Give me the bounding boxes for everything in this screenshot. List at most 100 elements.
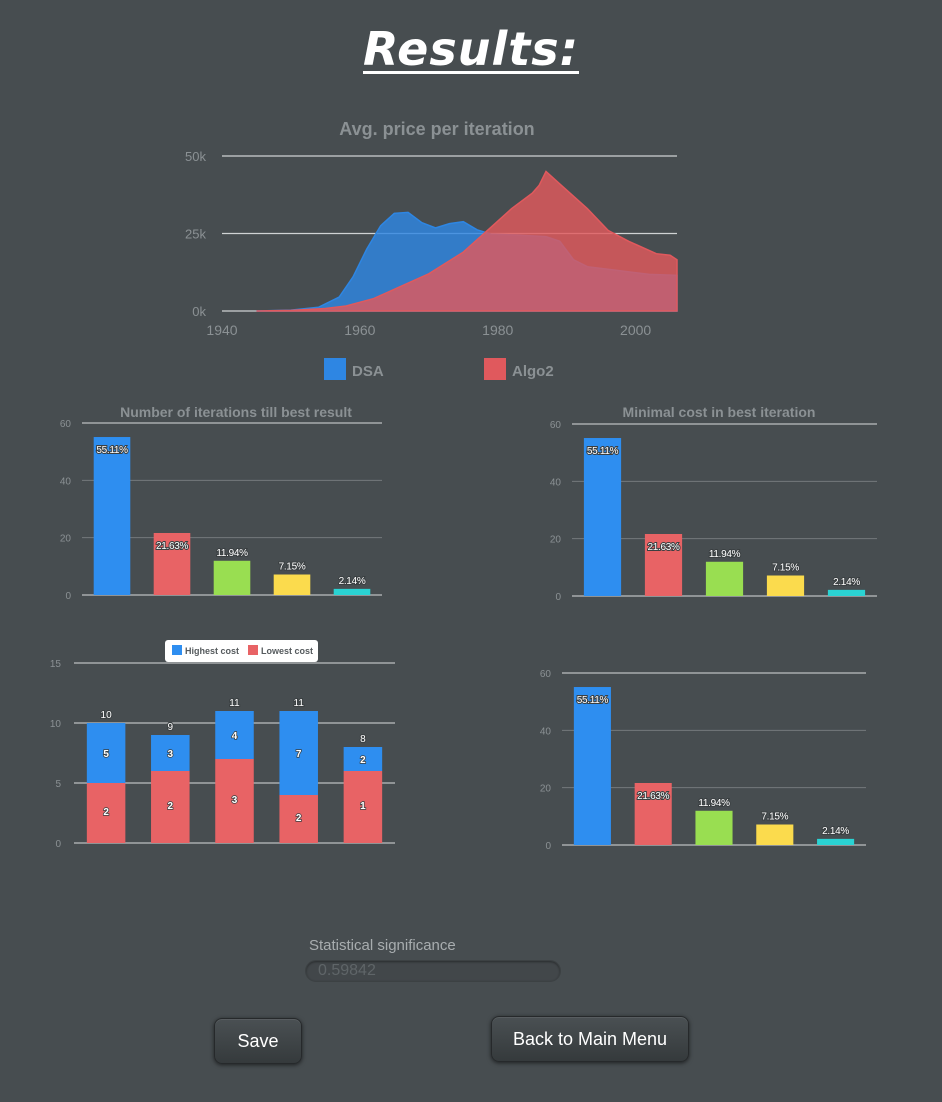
area-y-tick-label: 25k xyxy=(185,227,206,242)
bar-data-label: 2.14% xyxy=(822,826,849,837)
stack-legend-label: Lowest cost xyxy=(261,646,313,656)
bar xyxy=(817,838,855,845)
stack-segment-lowest xyxy=(151,771,190,843)
bar xyxy=(827,589,866,596)
stack-segment-highest xyxy=(215,711,254,759)
bar-data-label: 11.94% xyxy=(698,798,730,809)
bar-y-tick-label: 0 xyxy=(545,841,551,852)
stack-total-label: 11 xyxy=(229,698,240,709)
legend-label-dsa: DSA xyxy=(352,363,384,380)
area-chart: Avg. price per iteration 0k 25k 50k 1940 1960… xyxy=(185,119,678,380)
bar-y-tick-label: 0 xyxy=(555,592,561,603)
bar-y-tick-label: 20 xyxy=(60,534,72,545)
stack-segment-highest xyxy=(151,735,190,771)
stack-segment-label: 3 xyxy=(232,795,238,806)
bar-data-label: 55.11% xyxy=(587,446,619,457)
stack-segment-label: 2 xyxy=(296,813,302,824)
area-x-tick-label: 1980 xyxy=(482,322,513,338)
stack-total-label: 10 xyxy=(101,710,113,721)
legend-swatch-dsa xyxy=(324,358,346,380)
bar-chart-title: Number of iterations till best result xyxy=(120,404,352,420)
stack-y-tick-label: 10 xyxy=(50,719,62,730)
bar-y-tick-label: 40 xyxy=(60,476,72,487)
bar-y-tick-label: 40 xyxy=(550,477,562,488)
back-to-main-menu-button[interactable]: Back to Main Menu xyxy=(491,1016,689,1062)
stack-total-label: 11 xyxy=(294,698,305,709)
bar-data-label: 2.14% xyxy=(339,576,366,587)
bar-data-label: 7.15% xyxy=(772,563,799,574)
bar-chart-title: Minimal cost in best iteration xyxy=(623,404,816,420)
bar-y-tick-label: 20 xyxy=(540,784,552,795)
save-button[interactable]: Save xyxy=(214,1018,302,1064)
bar-y-tick-label: 40 xyxy=(540,726,552,737)
bar-y-tick-label: 0 xyxy=(65,591,71,602)
bar-y-tick-label: 60 xyxy=(540,669,552,680)
bar xyxy=(213,560,251,595)
stack-segment-label: 2 xyxy=(103,807,109,818)
stack-segment-label: 4 xyxy=(232,731,238,742)
stack-segment-label: 2 xyxy=(360,755,366,766)
page-title: Results: xyxy=(363,22,579,76)
stack-segment-lowest xyxy=(215,759,254,843)
legend-label-algo2: Algo2 xyxy=(512,363,554,380)
area-y-tick-label: 0k xyxy=(192,304,206,319)
stack-segment-lowest xyxy=(86,783,126,843)
bar xyxy=(634,782,672,845)
stack-segment-label: 7 xyxy=(296,749,302,760)
stack-y-tick-label: 0 xyxy=(55,839,61,850)
stack-segment-lowest xyxy=(279,795,318,843)
stack-legend-swatch xyxy=(172,645,182,655)
stack-y-tick-label: 15 xyxy=(50,659,62,670)
area-x-tick-label: 1960 xyxy=(344,322,375,338)
bar-data-label: 7.15% xyxy=(279,562,306,573)
stack-total-label: 9 xyxy=(168,722,174,733)
area-y-tick-label: 50k xyxy=(185,149,206,164)
stack-segment-label: 5 xyxy=(103,749,109,760)
iterations-bar-chart: Number of iterations till best result 0 20… xyxy=(60,404,382,602)
stack-segment-label: 3 xyxy=(168,749,174,760)
bar xyxy=(705,561,744,596)
area-x-tick-label: 1940 xyxy=(206,322,237,338)
stack-segment-lowest xyxy=(343,771,383,843)
bar xyxy=(153,532,191,595)
significance-label: Statistical significance xyxy=(309,937,456,954)
stack-total-label: 8 xyxy=(360,734,366,745)
bar xyxy=(583,438,622,596)
bar-data-label: 21.63% xyxy=(637,791,670,802)
bar-data-label: 11.94% xyxy=(709,549,741,560)
stack-legend-swatch xyxy=(248,645,258,655)
bar xyxy=(756,824,794,845)
bar xyxy=(695,810,733,845)
stack-segment-highest xyxy=(279,711,318,795)
bar-data-label: 21.63% xyxy=(156,541,189,552)
stack-y-tick-label: 5 xyxy=(55,779,61,790)
stack-legend-box xyxy=(165,640,318,662)
bar xyxy=(573,687,611,845)
stack-segment-highest xyxy=(343,747,383,771)
area-series-algo2 xyxy=(256,170,678,312)
bar-data-label: 55.11% xyxy=(96,445,128,456)
stack-segment-label: 1 xyxy=(360,801,366,812)
bar-y-tick-label: 20 xyxy=(550,535,562,546)
bar-data-label: 21.63% xyxy=(647,542,680,553)
bar-y-tick-label: 60 xyxy=(60,419,72,430)
third-bar-chart: 0 20 40 60 55.11% 21.63% 11.94% 7.15% 2.14% xyxy=(540,669,866,852)
bar-data-label: 2.14% xyxy=(833,577,860,588)
minimal-cost-bar-chart: Minimal cost in best iteration 0 20 40 60 55.… xyxy=(550,404,877,603)
bar-y-tick-label: 60 xyxy=(550,420,562,431)
bar xyxy=(333,588,371,595)
legend-swatch-algo2 xyxy=(484,358,506,380)
area-chart-title: Avg. price per iteration xyxy=(339,119,534,139)
bar xyxy=(93,437,131,595)
bar-data-label: 55.11% xyxy=(577,695,609,706)
stack-segment-highest xyxy=(86,723,126,783)
bar xyxy=(766,575,805,596)
stack-legend-label: Highest cost xyxy=(185,646,239,656)
area-x-tick-label: 2000 xyxy=(620,322,651,338)
bar-data-label: 11.94% xyxy=(216,548,248,559)
stack-segment-label: 2 xyxy=(168,801,174,812)
bar xyxy=(273,574,311,595)
significance-field[interactable] xyxy=(305,960,561,982)
bar-data-label: 7.15% xyxy=(761,812,788,823)
